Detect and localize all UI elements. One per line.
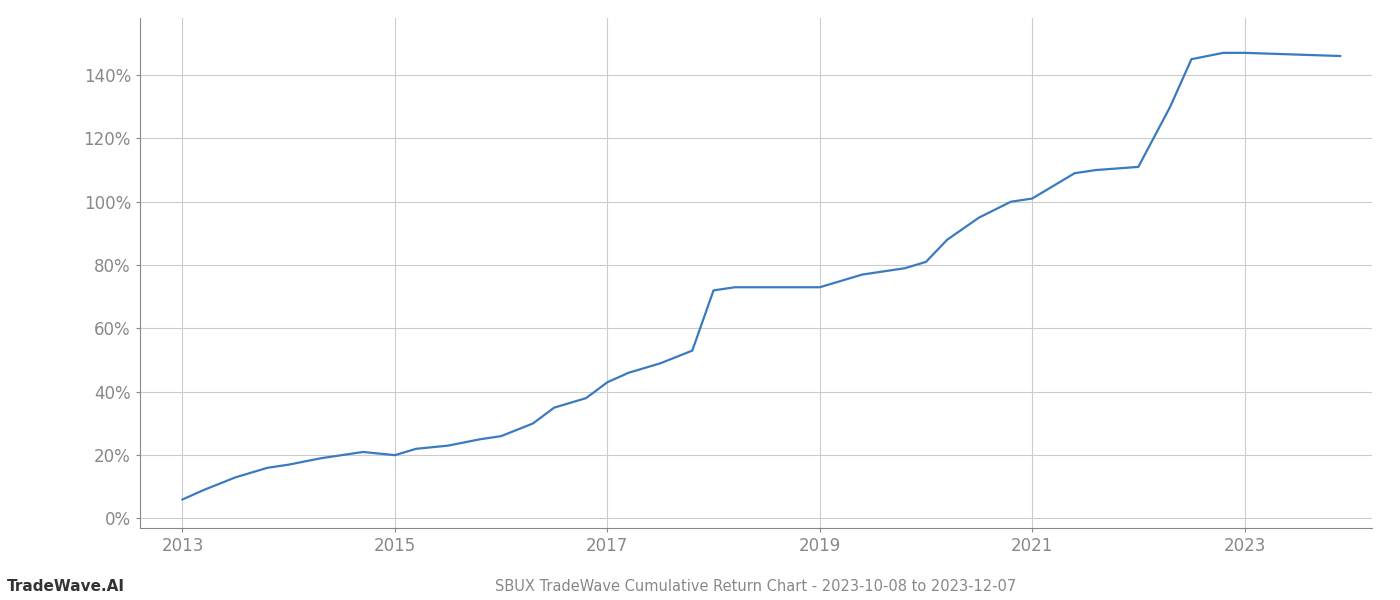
Text: SBUX TradeWave Cumulative Return Chart - 2023-10-08 to 2023-12-07: SBUX TradeWave Cumulative Return Chart -… xyxy=(496,579,1016,594)
Text: TradeWave.AI: TradeWave.AI xyxy=(7,579,125,594)
